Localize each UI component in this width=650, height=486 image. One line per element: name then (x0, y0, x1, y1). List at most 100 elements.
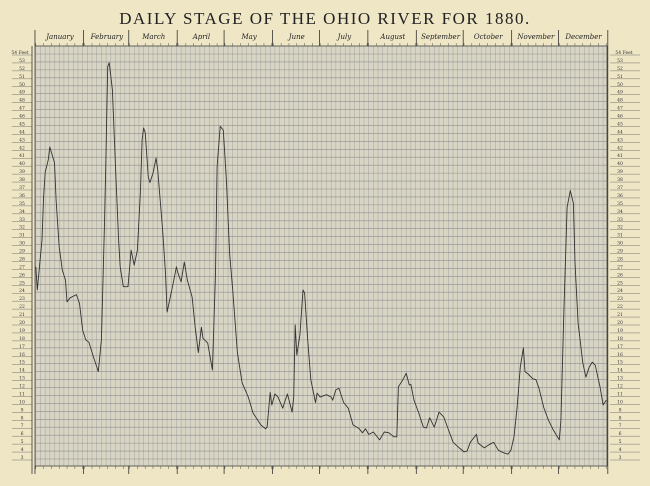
y-tick-label-right: 35 (617, 201, 623, 207)
y-tick-label-right: 29 (617, 249, 623, 255)
y-tick-label-right: 9 (619, 407, 622, 413)
y-tick-label-right: 14 (617, 368, 623, 374)
y-tick-label-left: 39 (19, 169, 25, 175)
y-tick-label-right: 26 (617, 272, 623, 278)
y-tick-label-left: 30 (19, 241, 25, 247)
y-tick-label-left: 44 (19, 129, 25, 135)
y-tick-label-left: 4 (21, 447, 24, 453)
y-tick-label-right: 28 (617, 256, 623, 262)
y-tick-label-left: 15 (19, 360, 25, 366)
y-tick-label-right: 32 (617, 225, 623, 231)
y-tick-label-right: 34 (617, 209, 623, 215)
month-label-august: August (379, 33, 405, 41)
y-tick-label-left: 10 (19, 399, 25, 405)
y-tick-label-right: 3 (619, 455, 622, 461)
y-tick-label-left: 11 (19, 391, 25, 397)
month-label-may: May (240, 33, 257, 41)
y-tick-label-right: 50 (617, 82, 623, 88)
y-tick-label-left: 23 (19, 296, 25, 302)
y-tick-label-left: 26 (19, 272, 25, 278)
y-tick-label-left: 34 (19, 209, 25, 215)
y-tick-label-right: 33 (617, 217, 623, 223)
y-tick-label-right: 16 (617, 352, 623, 358)
y-tick-label-right: 5 (619, 439, 622, 445)
y-tick-label-left: 38 (19, 177, 25, 183)
y-tick-label-left: 28 (19, 256, 25, 262)
y-tick-label-left: 13 (19, 376, 25, 382)
y-tick-label-right: 20 (617, 320, 623, 326)
y-tick-label-right: 18 (617, 336, 623, 342)
y-tick-label-right: 10 (617, 399, 623, 405)
y-tick-label-right: 40 (617, 161, 623, 167)
y-tick-label-right: 11 (617, 391, 623, 397)
y-tick-label-left: 21 (19, 312, 25, 318)
y-tick-label-right: 23 (617, 296, 623, 302)
y-tick-label-left: 46 (19, 114, 25, 120)
month-label-december: December (564, 33, 602, 41)
y-tick-label-right: 39 (617, 169, 623, 175)
month-label-september: September (421, 33, 461, 41)
y-tick-label-right: 41 (617, 153, 623, 159)
y-tick-label-right: 51 (617, 74, 623, 80)
y-tick-label-right: 36 (617, 193, 623, 199)
y-tick-label-left: 29 (19, 249, 25, 255)
y-tick-label-left: 45 (19, 121, 25, 127)
y-tick-label-left: 52 (19, 66, 25, 72)
y-tick-label-left: 32 (19, 225, 25, 231)
y-tick-label-right: 7 (619, 423, 622, 429)
y-tick-label-right: 4 (619, 447, 622, 453)
y-tick-label-left: 20 (19, 320, 25, 326)
grid (35, 46, 607, 466)
chart-title: DAILY STAGE OF THE OHIO RIVER FOR 1880. (119, 9, 531, 28)
y-tick-label-right: 27 (617, 264, 623, 270)
month-label-april: April (192, 33, 210, 41)
month-label-january: January (44, 33, 75, 41)
y-tick-label-right: 44 (617, 129, 623, 135)
y-tick-label-right: 30 (617, 241, 623, 247)
y-tick-label-right: 25 (617, 280, 623, 286)
y-tick-label-left: 54 Feet (11, 50, 28, 56)
y-tick-label-right: 12 (617, 384, 623, 390)
y-tick-label-left: 50 (19, 82, 25, 88)
y-tick-label-right: 46 (617, 114, 623, 120)
y-tick-label-left: 35 (19, 201, 25, 207)
y-tick-label-left: 47 (19, 106, 25, 112)
y-tick-label-left: 51 (19, 74, 25, 80)
y-tick-label-left: 31 (19, 233, 25, 239)
month-label-march: March (141, 33, 165, 41)
y-tick-label-left: 7 (21, 423, 24, 429)
y-tick-label-right: 22 (617, 304, 623, 310)
y-tick-label-right: 13 (617, 376, 623, 382)
y-tick-label-left: 5 (21, 439, 24, 445)
y-tick-label-left: 3 (21, 455, 24, 461)
month-label-february: February (90, 33, 124, 41)
plot-area (35, 46, 607, 466)
y-tick-label-left: 14 (19, 368, 25, 374)
y-tick-label-left: 43 (19, 137, 25, 143)
y-tick-label-right: 45 (617, 121, 623, 127)
month-label-june: June (287, 33, 305, 41)
y-tick-label-right: 8 (619, 415, 622, 421)
y-tick-label-left: 40 (19, 161, 25, 167)
month-label-july: July (336, 33, 353, 41)
y-tick-label-right: 6 (619, 431, 622, 437)
month-label-october: October (474, 33, 503, 41)
y-tick-label-right: 31 (617, 233, 623, 239)
y-tick-label-right: 37 (617, 185, 623, 191)
y-tick-label-left: 42 (19, 145, 25, 151)
y-tick-label-right: 43 (617, 137, 623, 143)
y-tick-label-right: 19 (617, 328, 623, 334)
y-tick-label-left: 25 (19, 280, 25, 286)
y-tick-label-right: 54 Feet (615, 50, 632, 56)
y-tick-label-left: 48 (19, 98, 25, 104)
y-tick-label-left: 22 (19, 304, 25, 310)
y-tick-label-right: 17 (617, 344, 623, 350)
y-tick-label-right: 52 (617, 66, 623, 72)
y-tick-label-left: 16 (19, 352, 25, 358)
y-tick-label-right: 15 (617, 360, 623, 366)
y-tick-label-left: 33 (19, 217, 25, 223)
data-points (35, 62, 607, 455)
y-tick-label-right: 21 (617, 312, 623, 318)
month-label-november: November (516, 33, 555, 41)
y-tick-label-left: 8 (21, 415, 24, 421)
